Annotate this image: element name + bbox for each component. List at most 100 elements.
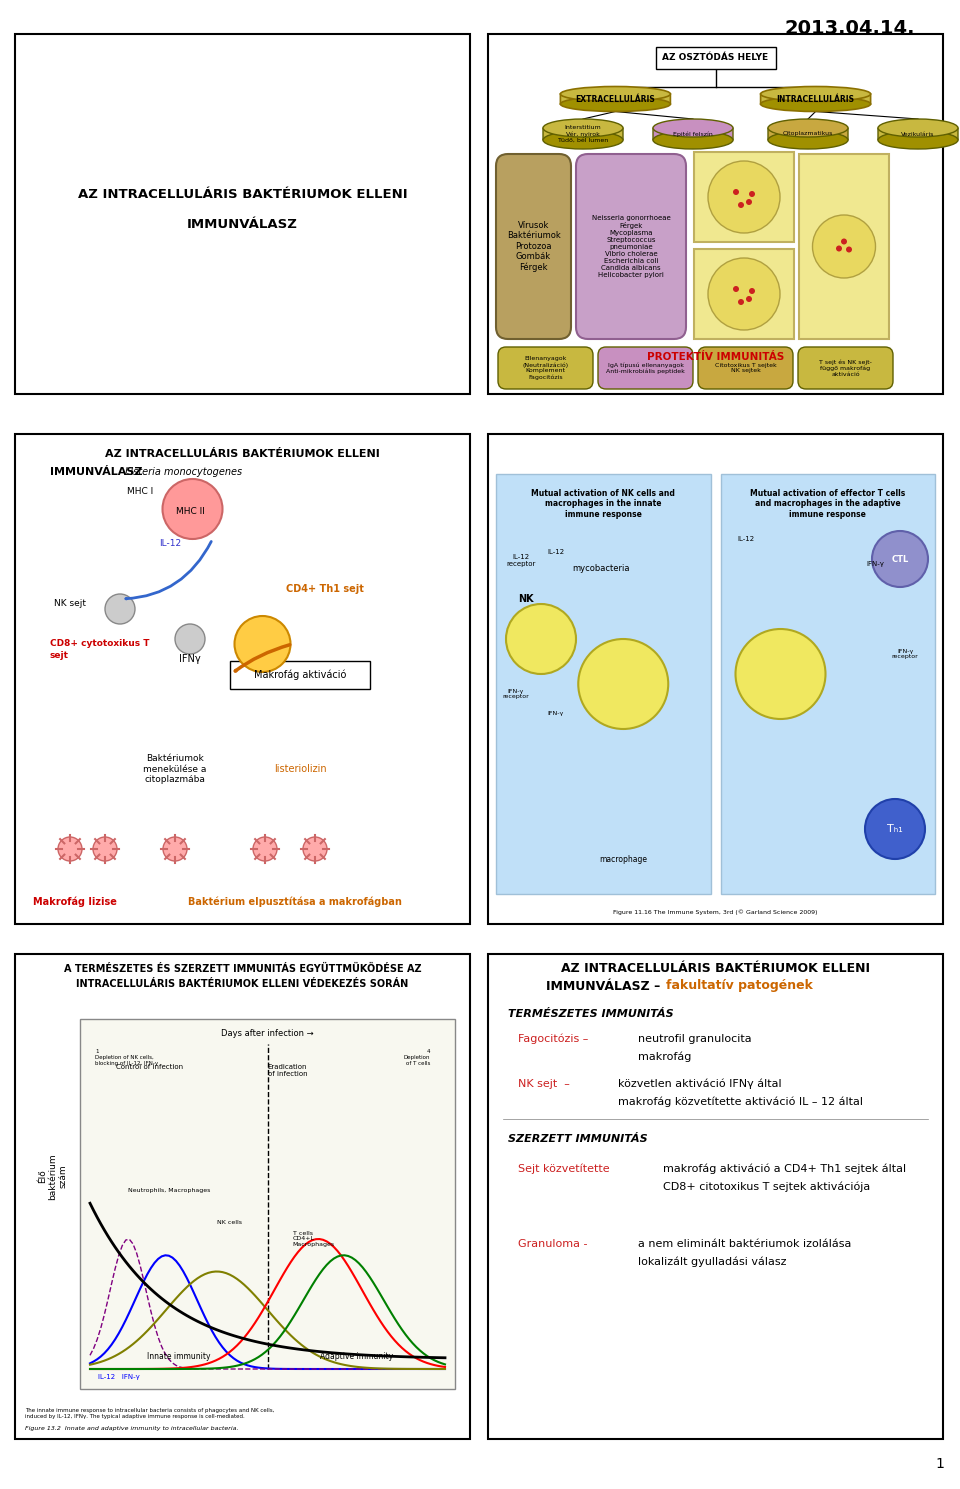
- Text: Baktérium elpusztítása a makrofágban: Baktérium elpusztítása a makrofágban: [188, 896, 402, 907]
- Circle shape: [872, 532, 928, 587]
- Circle shape: [708, 258, 780, 331]
- Text: 2013.04.14.: 2013.04.14.: [784, 19, 915, 39]
- Text: IFN-γ: IFN-γ: [548, 712, 564, 716]
- Text: AZ INTRACELLULÁRIS BAKTÉRIUMOK ELLENI: AZ INTRACELLULÁRIS BAKTÉRIUMOK ELLENI: [106, 450, 380, 459]
- Circle shape: [735, 628, 826, 719]
- Circle shape: [733, 286, 739, 292]
- Bar: [694, 152, 794, 243]
- Circle shape: [163, 837, 187, 861]
- Text: makrofág: makrofág: [638, 1051, 691, 1062]
- Text: Neisseria gonorrhoeae
Férgek
Mycoplasma
Streptococcus
pneumoniae
Vibrio cholerae: Neisseria gonorrhoeae Férgek Mycoplasma …: [591, 214, 670, 278]
- FancyBboxPatch shape: [561, 94, 670, 104]
- Ellipse shape: [543, 119, 623, 137]
- Ellipse shape: [653, 119, 733, 137]
- FancyBboxPatch shape: [878, 128, 958, 140]
- FancyBboxPatch shape: [498, 347, 593, 389]
- Text: Listeria monocytogenes: Listeria monocytogenes: [125, 468, 242, 476]
- Circle shape: [738, 299, 744, 305]
- Circle shape: [175, 624, 205, 654]
- FancyBboxPatch shape: [496, 153, 571, 339]
- Circle shape: [841, 238, 847, 244]
- Bar: [721, 474, 935, 893]
- Circle shape: [162, 479, 223, 539]
- Text: fakultatív patogének: fakultatív patogének: [665, 980, 812, 993]
- Circle shape: [105, 594, 135, 624]
- Text: Citotoxikus T sejtek
NK sejtek: Citotoxikus T sejtek NK sejtek: [714, 363, 777, 374]
- Text: Figure 11.16 The Immune System, 3rd (© Garland Science 2009): Figure 11.16 The Immune System, 3rd (© G…: [613, 910, 818, 914]
- Text: 1
Depletion of NK cells,
blocking of IL-12, IFN-γ: 1 Depletion of NK cells, blocking of IL-…: [95, 1048, 158, 1066]
- Circle shape: [812, 214, 876, 278]
- Text: Makrofág aktiváció: Makrofág aktiváció: [253, 670, 347, 680]
- Text: Adaptive immunity: Adaptive immunity: [320, 1352, 393, 1361]
- Text: Epitél felszín: Epitél felszín: [673, 131, 713, 137]
- Ellipse shape: [653, 131, 733, 149]
- Text: makrofág közvetítette aktiváció IL – 12 által: makrofág közvetítette aktiváció IL – 12 …: [618, 1097, 863, 1108]
- Text: Neutrophils, Macrophages: Neutrophils, Macrophages: [128, 1188, 210, 1193]
- FancyArrowPatch shape: [126, 542, 211, 599]
- Bar: [496, 474, 710, 893]
- Text: sejt: sejt: [50, 652, 69, 661]
- Bar: [694, 249, 794, 339]
- Text: Fagocitózis –: Fagocitózis –: [518, 1033, 588, 1044]
- Bar: [80, 1018, 455, 1389]
- Text: NK sejt  –: NK sejt –: [518, 1080, 570, 1088]
- Text: EXTRACELLULÁRIS: EXTRACELLULÁRIS: [576, 94, 656, 104]
- Circle shape: [234, 616, 291, 672]
- FancyBboxPatch shape: [543, 128, 623, 140]
- Text: Vezikuláris: Vezikuláris: [901, 131, 935, 137]
- Ellipse shape: [878, 131, 958, 149]
- Text: IFN-γ: IFN-γ: [866, 561, 884, 567]
- Text: Figure 13.2  Innate and adaptive immunity to intracellular bacteria.: Figure 13.2 Innate and adaptive immunity…: [25, 1426, 238, 1431]
- FancyArrowPatch shape: [235, 645, 290, 672]
- Circle shape: [738, 203, 744, 208]
- Text: IL-12
receptor: IL-12 receptor: [506, 554, 536, 567]
- Text: 4
Depletion
of T cells: 4 Depletion of T cells: [403, 1048, 430, 1066]
- Circle shape: [836, 246, 842, 252]
- Circle shape: [749, 191, 755, 197]
- Text: MHC I: MHC I: [127, 487, 154, 496]
- Circle shape: [733, 189, 739, 195]
- Text: IFN-γ
receptor: IFN-γ receptor: [503, 688, 529, 700]
- Text: Tₕ₁: Tₕ₁: [887, 823, 902, 834]
- Ellipse shape: [768, 131, 848, 149]
- Text: Citoplazmatikus: Citoplazmatikus: [782, 131, 833, 137]
- Text: macrophage: macrophage: [599, 855, 647, 864]
- Bar: [488, 954, 943, 1438]
- Text: T sejt és NK sejt-
függő makrofág
aktiváció: T sejt és NK sejt- függő makrofág aktivá…: [819, 359, 872, 377]
- Ellipse shape: [561, 97, 670, 112]
- Ellipse shape: [768, 119, 848, 137]
- Text: Eradication
of infection: Eradication of infection: [268, 1065, 307, 1077]
- Ellipse shape: [561, 86, 670, 101]
- Text: CTL: CTL: [892, 554, 908, 563]
- Text: listeriolizin: listeriolizin: [274, 764, 326, 774]
- Text: neutrofil granulocita: neutrofil granulocita: [638, 1033, 752, 1044]
- FancyBboxPatch shape: [653, 128, 733, 140]
- Text: AZ INTRACELLULÁRIS BAKTÉRIUMOK ELLENI: AZ INTRACELLULÁRIS BAKTÉRIUMOK ELLENI: [78, 188, 407, 201]
- Text: INTRACELLULÁRIS BAKTÉRIUMOK ELLENI VÉDEKEZÉS SORÁN: INTRACELLULÁRIS BAKTÉRIUMOK ELLENI VÉDEK…: [77, 978, 409, 989]
- Text: T cells
CD4+L
Macrophages: T cells CD4+L Macrophages: [293, 1231, 335, 1248]
- Bar: [15, 954, 470, 1438]
- Text: SZERZETT IMMUNITÁS: SZERZETT IMMUNITÁS: [508, 1135, 648, 1144]
- Circle shape: [746, 200, 752, 205]
- Circle shape: [749, 287, 755, 293]
- Text: Vírusok
Baktériumok
Protozoa
Gombák
Férgek: Vírusok Baktériumok Protozoa Gombák Férg…: [507, 220, 561, 272]
- Text: IL-12: IL-12: [737, 536, 754, 542]
- Text: IgA típusú ellenanyagok
Anti-mikrobiális peptidek: IgA típusú ellenanyagok Anti-mikrobiális…: [606, 362, 684, 374]
- Text: Sejt közvetítette: Sejt közvetítette: [518, 1164, 610, 1175]
- Text: TERMÉSZETES IMMUNITÁS: TERMÉSZETES IMMUNITÁS: [508, 1010, 674, 1018]
- Text: IL-12: IL-12: [547, 549, 564, 555]
- Text: IL-12   IFN-γ: IL-12 IFN-γ: [98, 1374, 140, 1380]
- Circle shape: [865, 800, 925, 859]
- Bar: [230, 661, 370, 689]
- Text: A TERMÉSZETES ÉS SZERZETT IMMUNITÁS EGYÜTTMÜKÖDÉSE AZ: A TERMÉSZETES ÉS SZERZETT IMMUNITÁS EGYÜ…: [63, 963, 421, 974]
- Text: Baktériumok
menekülése a
citoplazmába: Baktériumok menekülése a citoplazmába: [143, 753, 206, 783]
- Circle shape: [93, 837, 117, 861]
- FancyBboxPatch shape: [698, 347, 793, 389]
- Circle shape: [303, 837, 327, 861]
- Text: Interstitium
Vér, nyirok
Tüdő, bél lumen: Interstitium Vér, nyirok Tüdő, bél lumen: [558, 125, 608, 143]
- Text: IFNγ: IFNγ: [180, 654, 201, 664]
- Text: Élő
baktérium
szám: Élő baktérium szám: [38, 1152, 68, 1200]
- Text: Mutual activation of NK cells and
macrophages in the innate
immune response: Mutual activation of NK cells and macrop…: [531, 488, 675, 518]
- FancyBboxPatch shape: [798, 347, 893, 389]
- Circle shape: [253, 837, 277, 861]
